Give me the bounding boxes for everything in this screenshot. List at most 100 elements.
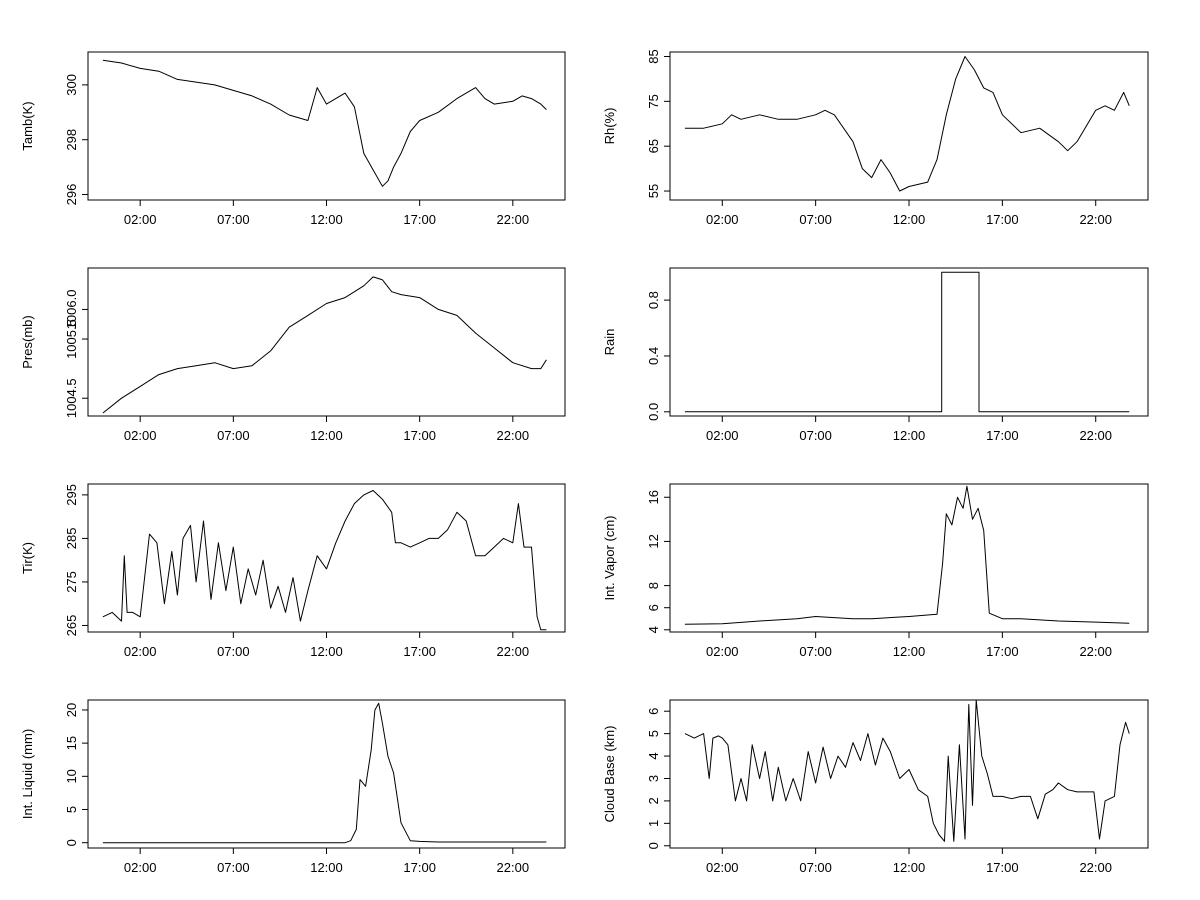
x-tick-label: 12:00 <box>310 860 343 875</box>
y-tick-label: 12 <box>646 534 661 548</box>
x-tick-label: 17:00 <box>986 428 1019 443</box>
y-axis-label: Rh(%) <box>602 108 617 145</box>
y-tick-label: 296 <box>64 184 79 206</box>
y-axis-label: Int. Liquid (mm) <box>20 729 35 819</box>
y-tick-label: 8 <box>646 582 661 589</box>
y-tick-label: 55 <box>646 184 661 198</box>
x-tick-label: 12:00 <box>893 428 926 443</box>
y-tick-label: 5 <box>646 730 661 737</box>
x-tick-label: 17:00 <box>403 644 436 659</box>
y-tick-label: 0.4 <box>646 347 661 365</box>
y-tick-label: 5 <box>64 806 79 813</box>
y-tick-label: 16 <box>646 490 661 504</box>
y-tick-label: 1 <box>646 820 661 827</box>
y-tick-label: 4 <box>646 626 661 633</box>
x-tick-label: 12:00 <box>893 644 926 659</box>
y-tick-label: 285 <box>64 528 79 550</box>
plot-frame <box>87 483 566 633</box>
series-line <box>684 699 1130 842</box>
y-axis-label: Pres(mb) <box>20 315 35 368</box>
x-tick-label: 22:00 <box>497 860 530 875</box>
y-axis-label: Int. Vapor (cm) <box>602 515 617 600</box>
x-tick-label: 17:00 <box>403 428 436 443</box>
x-tick-label: 17:00 <box>403 860 436 875</box>
plot-frame <box>87 267 566 417</box>
y-tick-label: 295 <box>64 484 79 506</box>
plot-frame <box>669 699 1149 849</box>
x-tick-label: 17:00 <box>986 860 1019 875</box>
x-tick-label: 02:00 <box>124 428 157 443</box>
y-axis-label: Cloud Base (km) <box>602 726 617 823</box>
plot-frame <box>669 51 1149 201</box>
x-tick-label: 02:00 <box>706 428 739 443</box>
chart-panel: 02:00 07:00 12:00 17:00 22:00 1004.5 1005.5100… <box>20 267 566 443</box>
x-tick-label: 22:00 <box>1079 428 1112 443</box>
x-tick-label: 17:00 <box>986 212 1019 227</box>
y-axis-label: Tir(K) <box>20 542 35 574</box>
y-tick-label: 65 <box>646 139 661 153</box>
x-tick-label: 02:00 <box>706 644 739 659</box>
y-tick-label: 3 <box>646 775 661 782</box>
y-tick-label: 0.8 <box>646 291 661 309</box>
plot-frame <box>87 51 566 201</box>
series-line <box>102 702 547 844</box>
chart-panel: 02:00 07:00 12:00 17:00 22:00 0 1 2 3 4 5 6 Cloud Ba… <box>602 699 1149 875</box>
x-tick-label: 12:00 <box>893 860 926 875</box>
x-tick-label: 22:00 <box>1079 860 1112 875</box>
y-axis-label: Tamb(K) <box>20 101 35 150</box>
y-tick-label: 265 <box>64 615 79 637</box>
series-line <box>684 271 1130 413</box>
y-tick-label: 75 <box>646 94 661 108</box>
x-tick-label: 02:00 <box>124 860 157 875</box>
y-tick-label: 15 <box>64 736 79 750</box>
y-tick-label: 1005.5 <box>64 319 79 359</box>
y-tick-label: 2 <box>646 797 661 804</box>
y-tick-label: 275 <box>64 571 79 593</box>
x-tick-label: 07:00 <box>217 428 250 443</box>
y-tick-label: 85 <box>646 49 661 63</box>
x-tick-label: 02:00 <box>124 644 157 659</box>
chart-panel: 02:00 07:00 12:00 17:00 22:00 265 275 285 295 Tir… <box>20 483 566 659</box>
x-tick-label: 22:00 <box>1079 212 1112 227</box>
series-line <box>684 485 1130 625</box>
chart-panel: 02:00 07:00 12:00 17:00 22:00 4 6 8 12 16 Int. Vap… <box>602 483 1149 659</box>
x-tick-label: 12:00 <box>893 212 926 227</box>
x-tick-label: 07:00 <box>217 860 250 875</box>
x-tick-label: 12:00 <box>310 212 343 227</box>
x-tick-label: 07:00 <box>217 644 250 659</box>
plot-frame <box>669 483 1149 633</box>
series-line <box>684 56 1130 192</box>
y-axis-label: Rain <box>602 329 617 356</box>
y-tick-label: 1006.0 <box>64 290 79 330</box>
x-tick-label: 07:00 <box>799 644 832 659</box>
plot-frame <box>87 699 566 849</box>
x-tick-label: 17:00 <box>986 644 1019 659</box>
x-tick-label: 17:00 <box>403 212 436 227</box>
y-tick-label: 0.0 <box>646 403 661 421</box>
chart-panel: 02:00 07:00 12:00 17:00 22:00 0.0 0.4 0.8 Rain <box>602 267 1149 443</box>
y-tick-label: 0 <box>64 839 79 846</box>
x-tick-label: 22:00 <box>497 212 530 227</box>
x-tick-label: 22:00 <box>497 644 530 659</box>
x-tick-label: 22:00 <box>1079 644 1112 659</box>
chart-panel: 02:00 07:00 12:00 17:00 22:00 55 65 75 85 Rh(%) <box>602 49 1149 227</box>
x-tick-label: 02:00 <box>706 212 739 227</box>
y-tick-label: 1004.5 <box>64 378 79 418</box>
y-tick-label: 6 <box>646 708 661 715</box>
y-tick-label: 6 <box>646 604 661 611</box>
x-tick-label: 22:00 <box>497 428 530 443</box>
x-tick-label: 12:00 <box>310 644 343 659</box>
y-tick-label: 20 <box>64 703 79 717</box>
y-tick-label: 4 <box>646 752 661 759</box>
x-tick-label: 12:00 <box>310 428 343 443</box>
x-tick-label: 02:00 <box>124 212 157 227</box>
y-tick-label: 0 <box>646 842 661 849</box>
series-line <box>102 59 547 187</box>
chart-panel: 02:00 07:00 12:00 17:00 22:00 0 5 10 15 20 Int. Li… <box>20 699 566 875</box>
chart-panel: 02:00 07:00 12:00 17:00 22:00 296 298 300 Tamb(K… <box>20 51 566 227</box>
y-tick-label: 300 <box>64 74 79 96</box>
x-tick-label: 07:00 <box>799 428 832 443</box>
x-tick-label: 07:00 <box>217 212 250 227</box>
x-tick-label: 02:00 <box>706 860 739 875</box>
